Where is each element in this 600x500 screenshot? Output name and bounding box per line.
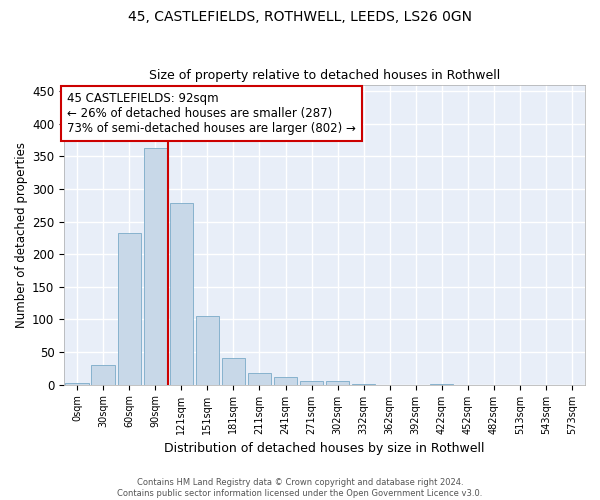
Bar [170, 202, 193, 384]
Text: 45 CASTLEFIELDS: 92sqm
← 26% of detached houses are smaller (287)
73% of semi-de: 45 CASTLEFIELDS: 92sqm ← 26% of detached… [67, 92, 356, 135]
Title: Size of property relative to detached houses in Rothwell: Size of property relative to detached ho… [149, 69, 500, 82]
Text: Contains HM Land Registry data © Crown copyright and database right 2024.
Contai: Contains HM Land Registry data © Crown c… [118, 478, 482, 498]
Bar [221, 358, 245, 384]
Bar [300, 380, 323, 384]
Bar [118, 232, 141, 384]
Bar [196, 316, 219, 384]
Y-axis label: Number of detached properties: Number of detached properties [15, 142, 28, 328]
Bar [274, 376, 297, 384]
Bar [91, 365, 115, 384]
Text: 45, CASTLEFIELDS, ROTHWELL, LEEDS, LS26 0GN: 45, CASTLEFIELDS, ROTHWELL, LEEDS, LS26 … [128, 10, 472, 24]
Bar [326, 382, 349, 384]
X-axis label: Distribution of detached houses by size in Rothwell: Distribution of detached houses by size … [164, 442, 485, 455]
Bar [143, 148, 167, 384]
Bar [248, 373, 271, 384]
